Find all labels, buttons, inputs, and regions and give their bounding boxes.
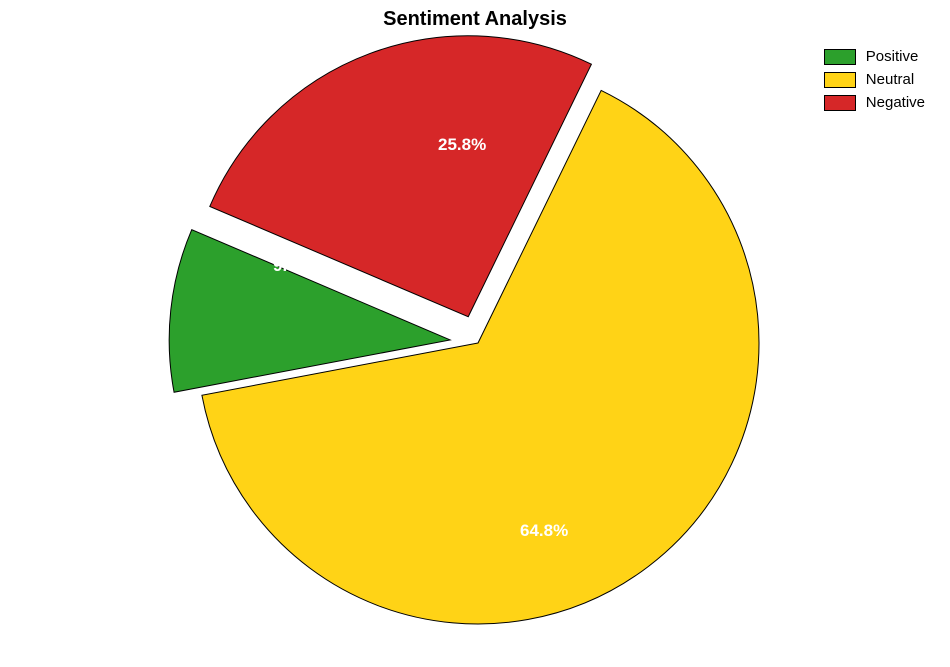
legend-label-negative: Negative xyxy=(866,94,925,111)
legend-item-negative: Negative xyxy=(824,94,925,111)
legend-label-positive: Positive xyxy=(866,48,919,65)
legend: Positive Neutral Negative xyxy=(824,48,925,117)
legend-label-neutral: Neutral xyxy=(866,71,914,88)
slice-label-negative: 25.8% xyxy=(438,135,486,155)
legend-item-positive: Positive xyxy=(824,48,925,65)
legend-item-neutral: Neutral xyxy=(824,71,925,88)
legend-swatch-neutral xyxy=(824,72,856,88)
pie-svg xyxy=(0,0,950,662)
chart-title: Sentiment Analysis xyxy=(0,8,950,31)
slice-label-positive: 9.4% xyxy=(273,256,312,276)
slice-label-neutral: 64.8% xyxy=(520,521,568,541)
legend-swatch-negative xyxy=(824,95,856,111)
legend-swatch-positive xyxy=(824,49,856,65)
sentiment-pie-chart: Sentiment Analysis 25.8% 9.4% 64.8% Posi… xyxy=(0,0,950,662)
